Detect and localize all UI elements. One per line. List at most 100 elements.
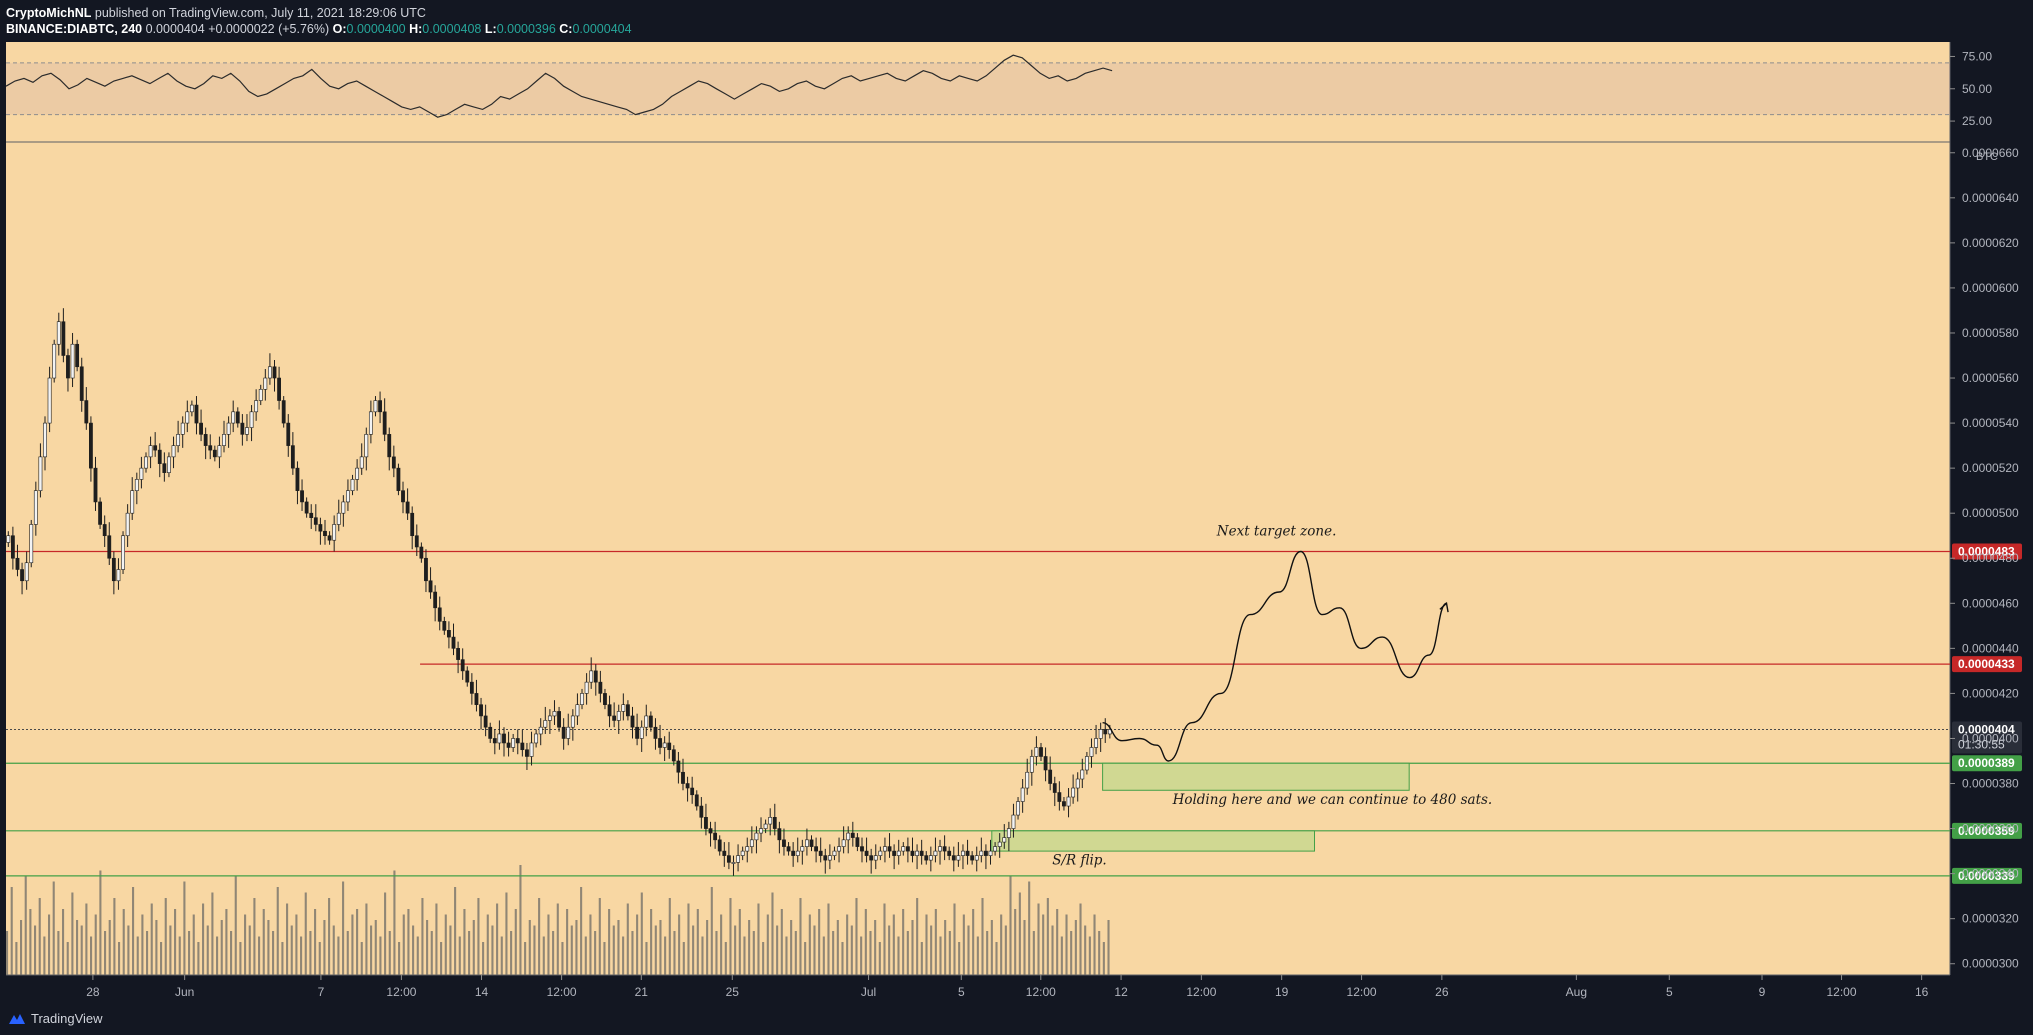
candle-body [424, 557, 428, 582]
volume-bar [62, 909, 65, 975]
rsi-band [6, 62, 1950, 115]
level-price-tag [1952, 867, 2022, 884]
price-tick-label: 0.0000600 [1962, 281, 2019, 295]
volume-bar [827, 903, 830, 975]
candle-body [295, 467, 300, 491]
low-value: 0.0000396 [496, 22, 556, 36]
candle-body [318, 524, 323, 532]
candle-body [116, 569, 121, 582]
volume-bar [416, 936, 419, 975]
volume-bar [902, 909, 905, 975]
volume-bar [552, 931, 555, 975]
volume-bar [990, 920, 993, 975]
time-tick-label: 12:00 [1026, 985, 1056, 999]
author-name[interactable]: CryptoMichNL [6, 6, 92, 20]
price-tick-label: 0.0000380 [1962, 777, 2019, 791]
candle-body [447, 630, 451, 638]
volume-bar [234, 876, 237, 975]
candle-body [258, 388, 263, 401]
candle-body [139, 467, 144, 480]
volume-bar [113, 898, 116, 975]
brand-label: TradingView [31, 1011, 103, 1026]
price-tick-label: 0.0000640 [1962, 191, 2019, 205]
rsi-tick-label: 75.00 [1962, 49, 1992, 63]
volume-bar [188, 931, 191, 975]
volume-bar [729, 898, 732, 975]
candle-body [300, 490, 304, 503]
projection-line [1102, 550, 1447, 762]
candle-body [1052, 783, 1057, 793]
candle-body [226, 422, 231, 435]
rsi-tick-label: 50.00 [1962, 82, 1992, 96]
candle-body [635, 726, 640, 739]
candle-body [171, 445, 176, 458]
volume-bar [860, 936, 863, 975]
candle-body [736, 855, 740, 863]
candle-body [1080, 769, 1085, 780]
price-chart[interactable]: Next target zone. Holding here and we can… [0, 42, 2033, 1001]
candle-body [304, 501, 309, 514]
volume-bar [295, 914, 298, 975]
volume-bar [216, 936, 219, 975]
candle-body [566, 726, 571, 739]
candle-body [749, 839, 754, 847]
open-label: O: [332, 22, 347, 36]
candle-body [437, 607, 442, 622]
candle-body [933, 850, 938, 856]
price-axis[interactable]: 75.00 50.00 25.00 0.0000483 0.0000433 0.00003… [1950, 49, 2022, 971]
volume-bar [594, 931, 597, 975]
volume-bar [1014, 909, 1017, 975]
candle-body [782, 839, 786, 847]
candle-body [979, 850, 984, 856]
volume-bar [617, 920, 620, 975]
tradingview-logo[interactable]: TradingView [8, 1011, 103, 1026]
volume-bar [1051, 925, 1054, 975]
candle-body [993, 846, 998, 852]
volume-bar [463, 909, 466, 975]
volume-bar [71, 892, 74, 975]
volume-bar [958, 942, 961, 975]
candle-body [249, 411, 254, 428]
candle-body [648, 715, 653, 728]
time-tick-label: 16 [1915, 985, 1929, 999]
annotations[interactable]: Next target zone. Holding here and we can… [1052, 524, 1492, 869]
volume-bar [15, 942, 18, 975]
volume-bar [738, 909, 741, 975]
time-axis[interactable]: 28 Jun 7 12:00 14 12:00 21 25 Jul 5 12:00 12 12:00 19… [86, 975, 1929, 999]
candle-body [529, 742, 534, 757]
candle-body [731, 862, 736, 864]
candle-body [373, 400, 378, 413]
candle-body [327, 535, 332, 541]
candle-body [630, 715, 635, 728]
horizontal-levels[interactable] [6, 550, 1950, 877]
candle-body [20, 569, 24, 582]
volume-bar [920, 942, 923, 975]
volume-bar [962, 914, 965, 975]
volume-bar [48, 914, 51, 975]
volume-bar [640, 892, 643, 975]
candle-body [515, 738, 520, 744]
volume-bar [794, 931, 797, 975]
projection-path[interactable] [1102, 550, 1449, 762]
volume-bar [748, 920, 751, 975]
time-tick-label: 12 [1114, 985, 1128, 999]
time-tick-label: 28 [86, 985, 100, 999]
price-tick-label: 0.0000520 [1962, 461, 2019, 475]
chart-header: CryptoMichNL published on TradingView.co… [0, 0, 2033, 42]
support-zones[interactable] [991, 762, 1410, 852]
volume-bar [804, 942, 807, 975]
candle-body [391, 456, 396, 469]
candle-body [570, 715, 575, 728]
volume-bar [584, 936, 587, 975]
candle-body [873, 855, 878, 861]
candle-body [896, 850, 901, 856]
candle-body [557, 711, 561, 728]
price-tick-label: 0.0000500 [1962, 506, 2019, 520]
candle-body [887, 846, 892, 852]
candle-body [1011, 814, 1016, 829]
time-tick-label: Aug [1566, 985, 1587, 999]
volume-bar [650, 909, 653, 975]
close-value: 0.0000404 [572, 22, 632, 36]
axis-unit-label: BTC [1976, 151, 1998, 163]
candle-body [1103, 729, 1108, 735]
